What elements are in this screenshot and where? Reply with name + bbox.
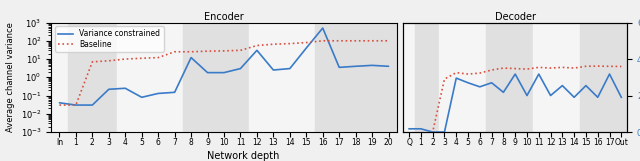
Bar <box>415 23 438 132</box>
Bar <box>249 23 314 132</box>
Bar <box>486 23 533 132</box>
Bar <box>68 23 117 132</box>
Y-axis label: Average channel variance: Average channel variance <box>6 22 15 132</box>
Bar <box>51 23 68 132</box>
Title: Encoder: Encoder <box>204 12 244 22</box>
Bar <box>117 23 183 132</box>
Bar <box>183 23 249 132</box>
Bar <box>438 23 486 132</box>
Title: Decoder: Decoder <box>495 12 536 22</box>
Bar <box>533 23 580 132</box>
Bar <box>314 23 397 132</box>
Legend: Variance constrained, Baseline: Variance constrained, Baseline <box>55 26 163 52</box>
Text: Network depth: Network depth <box>207 151 280 161</box>
Bar <box>403 23 415 132</box>
Bar <box>580 23 627 132</box>
